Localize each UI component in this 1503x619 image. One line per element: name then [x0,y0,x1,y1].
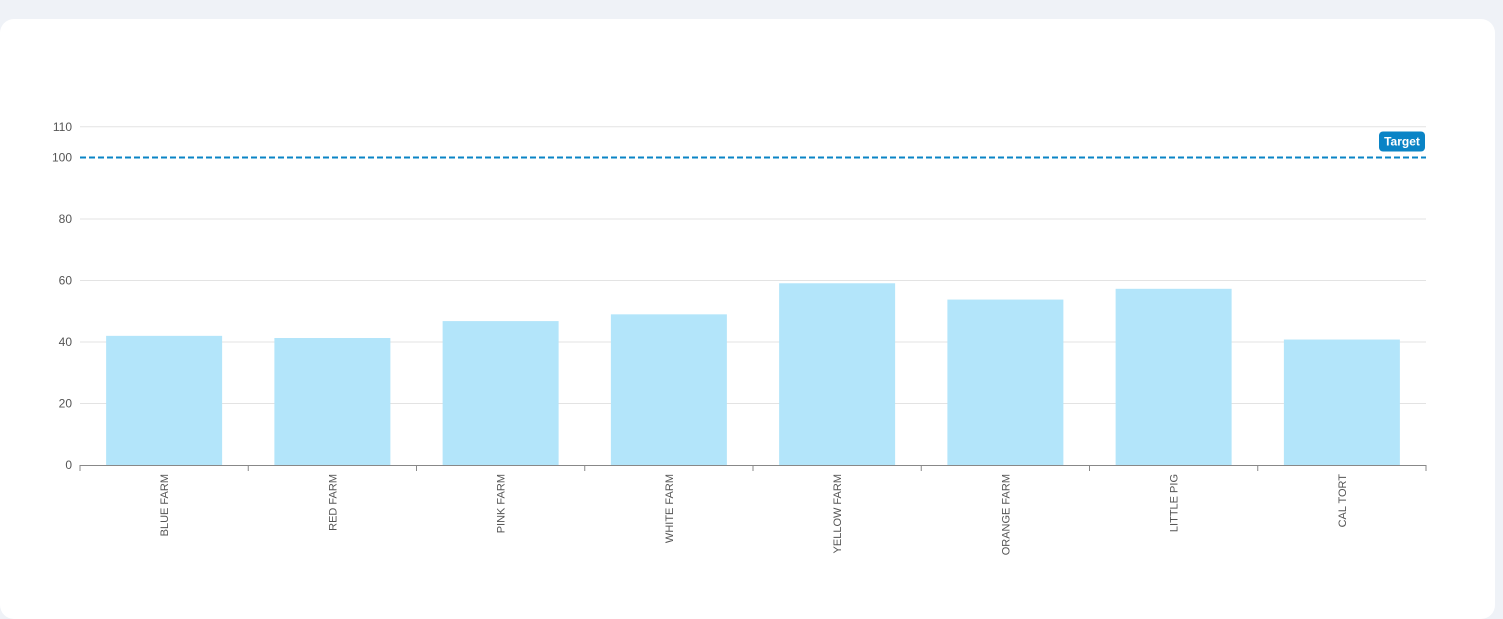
y-tick-label: 110 [53,120,72,134]
y-axis-ticks: 0 20 40 60 80 100 110 [52,120,72,472]
bar-yellow-farm[interactable] [779,283,896,465]
y-tick-label: 80 [59,212,73,226]
bar-pink-farm[interactable] [442,321,559,465]
x-axis [79,465,1427,471]
bar-blue-farm[interactable] [106,335,223,465]
y-tick-label: 40 [59,335,73,349]
target-line-group: Target [80,131,1426,159]
y-tick-label: 0 [65,458,72,472]
x-tick-label: PINK FARM [496,474,508,533]
x-tick-label: BLUE FARM [159,474,171,536]
x-tick-label: RED FARM [327,474,339,531]
y-tick-label: 100 [52,151,72,165]
x-tick-label: ORANGE FARM [1000,474,1012,555]
bar-red-farm[interactable] [274,338,391,465]
x-tick-label: YELLOW FARM [832,474,844,553]
x-tick-label: LITTLE PIG [1169,474,1181,532]
x-tick-label: CAL TORT [1337,474,1349,528]
bar-cal-tort[interactable] [1283,339,1400,465]
chart-card [0,19,1495,619]
target-badge [1379,131,1425,152]
bar-white-farm[interactable] [610,314,727,465]
y-tick-label: 20 [59,397,73,411]
target-label: Target [1384,135,1420,149]
bars [106,283,1400,465]
y-tick-label: 60 [59,274,73,288]
bar-orange-farm[interactable] [947,299,1064,465]
bar-little-pig[interactable] [1115,288,1232,465]
x-axis-labels: BLUE FARM RED FARM PINK FARM WHITE FARM YELL… [159,474,1349,556]
x-tick-label: WHITE FARM [664,474,676,543]
